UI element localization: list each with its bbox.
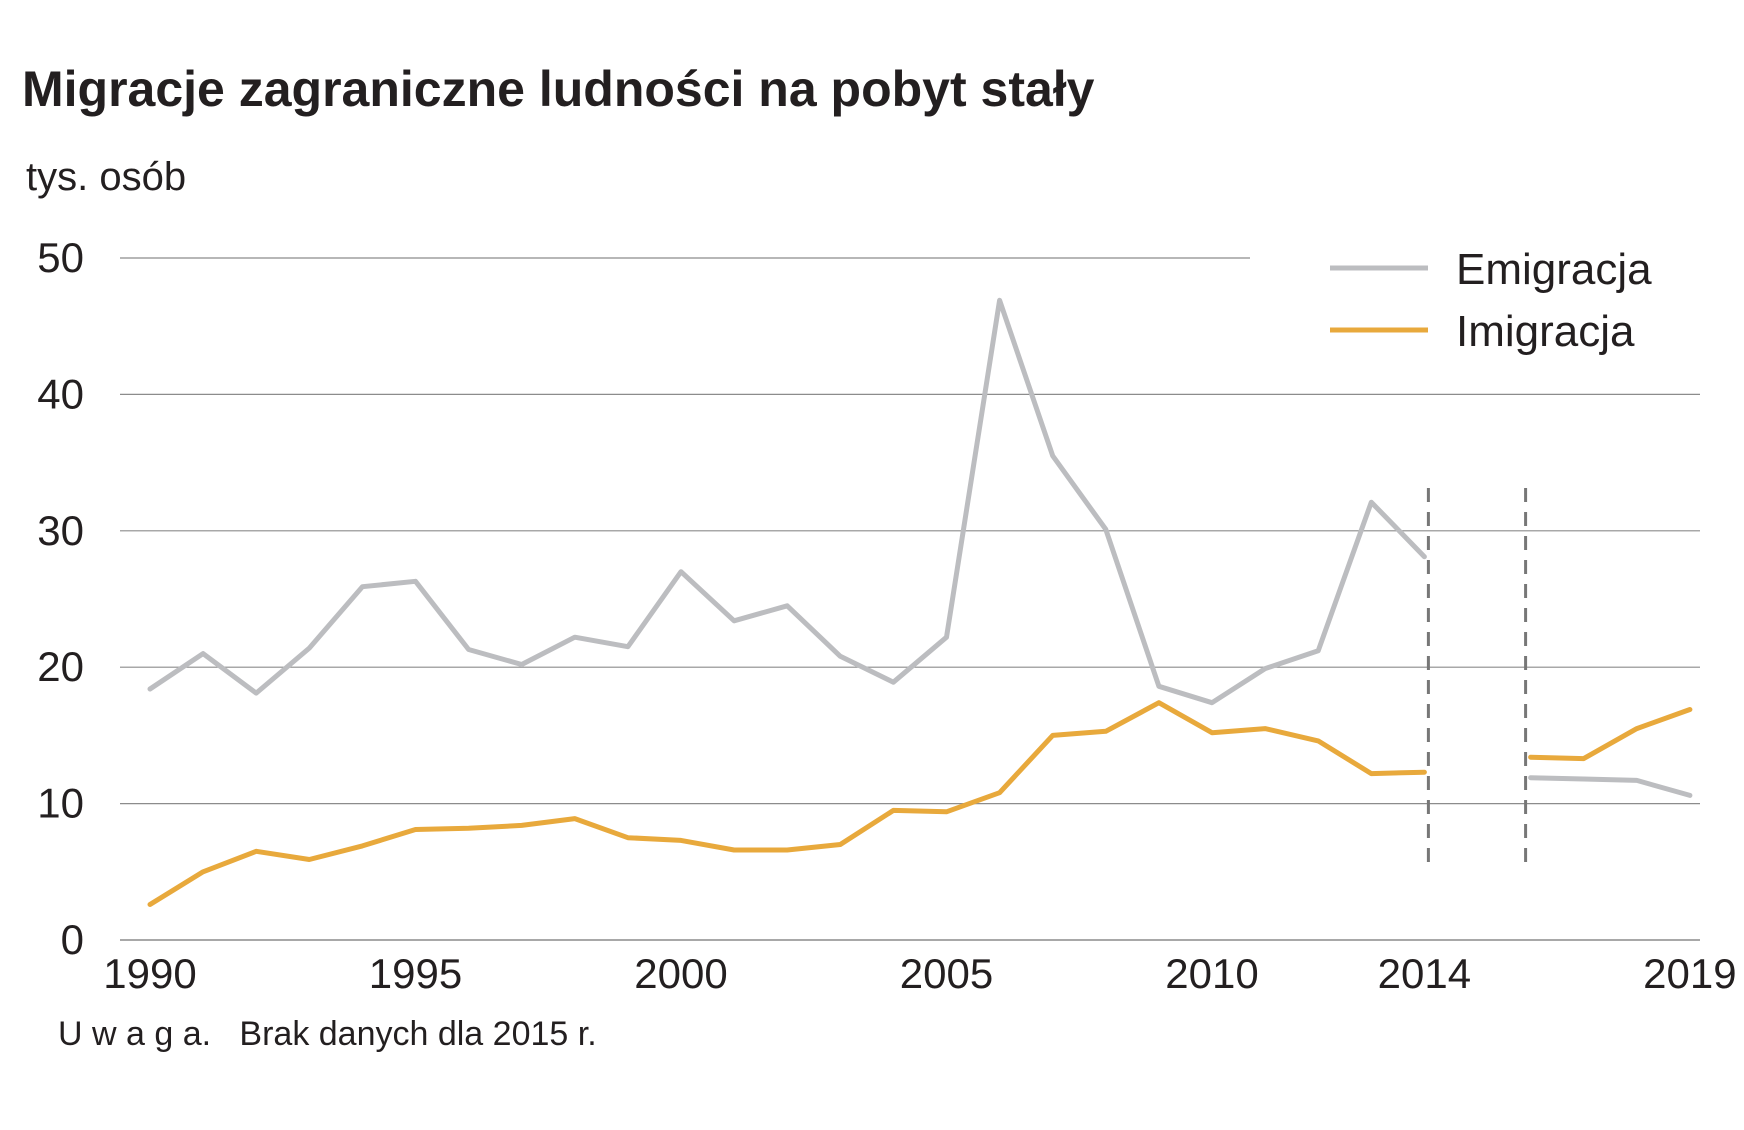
- x-tick-label-1990: 1990: [103, 950, 196, 997]
- series-line-imigracja-segment-2: [1528, 707, 1693, 762]
- y-tick-label-0: 0: [61, 916, 84, 963]
- y-tick-label-40: 40: [37, 370, 84, 417]
- legend: Emigracja Imigracja: [1330, 245, 1652, 356]
- legend-label-emigracja: Emigracja: [1456, 245, 1652, 294]
- series-line-emigracja-segment-1: [147, 297, 1427, 706]
- x-axis-ticks: 1990 1995 2000 2005 2010 2014 2019: [103, 950, 1736, 997]
- chart-title: Migracje zagraniczne ludności na pobyt s…: [22, 61, 1095, 117]
- y-tick-label-30: 30: [37, 507, 84, 554]
- series-line-emigracja-segment-2: [1528, 775, 1693, 798]
- legend-label-imigracja: Imigracja: [1456, 307, 1635, 356]
- x-tick-label-1995: 1995: [369, 950, 462, 997]
- x-tick-label-2000: 2000: [634, 950, 727, 997]
- data-break-markers: [1426, 488, 1528, 868]
- series-lines: [147, 297, 1693, 907]
- chart-note: U w a g a. Brak danych dla 2015 r.: [58, 1015, 597, 1053]
- x-tick-label-2005: 2005: [900, 950, 993, 997]
- y-tick-label-10: 10: [37, 780, 84, 827]
- x-tick-label-2019: 2019: [1643, 950, 1736, 997]
- y-tick-label-20: 20: [37, 643, 84, 690]
- x-tick-label-2014: 2014: [1378, 950, 1471, 997]
- y-tick-label-50: 50: [37, 234, 84, 281]
- series-line-imigracja-segment-1: [147, 700, 1427, 907]
- x-tick-label-2010: 2010: [1165, 950, 1258, 997]
- gridlines: [120, 257, 1700, 941]
- y-axis-unit-label: tys. osób: [26, 155, 186, 199]
- y-axis-ticks: 0 10 20 30 40 50: [37, 234, 84, 963]
